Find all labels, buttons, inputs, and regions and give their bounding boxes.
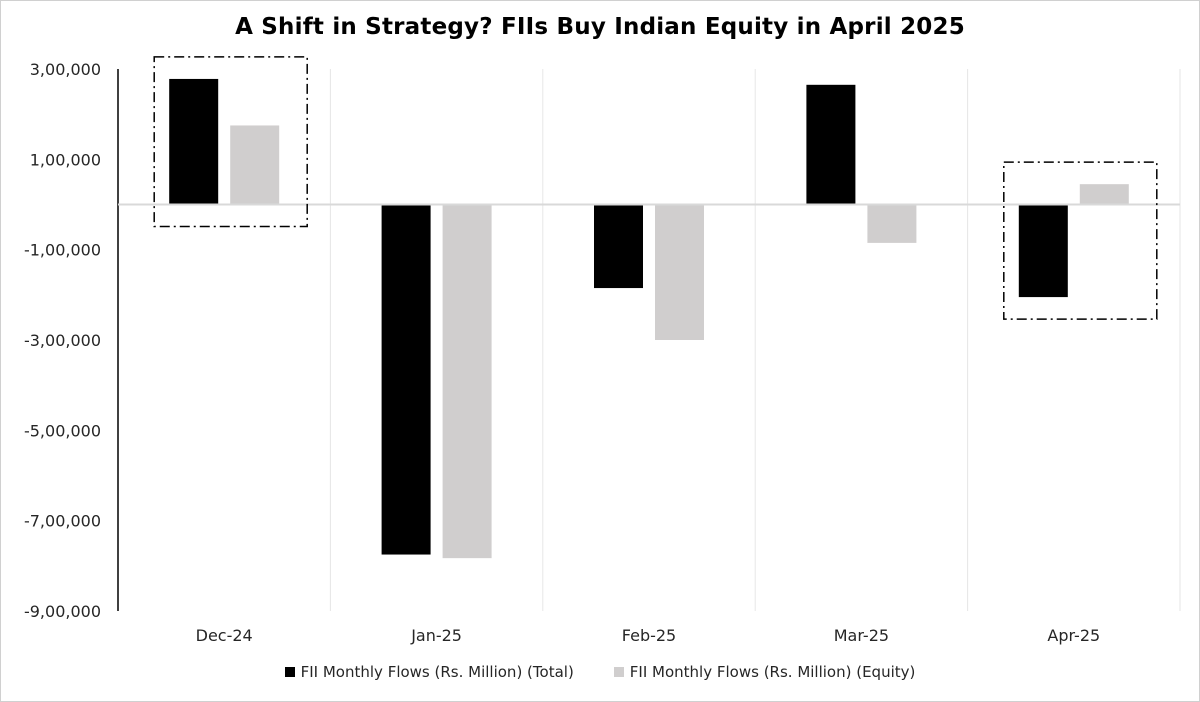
legend-label-equity: FII Monthly Flows (Rs. Million) (Equity) (629, 663, 916, 681)
y-tick-label: -5,00,000 (24, 421, 101, 440)
legend-swatch-total (284, 667, 295, 677)
legend: FII Monthly Flows (Rs. Million) (Total) … (0, 663, 1200, 681)
legend-item-total: FII Monthly Flows (Rs. Million) (Total) (284, 663, 574, 681)
bar-equity-mar-25 (867, 204, 917, 243)
bar-total-dec-24 (169, 78, 219, 205)
y-tick-label: -7,00,000 (24, 512, 101, 531)
bar-total-mar-25 (806, 84, 856, 205)
y-tick-label: -1,00,000 (24, 241, 101, 260)
chart-title: A Shift in Strategy? FIIs Buy Indian Equ… (235, 14, 965, 40)
bar-total-feb-25 (594, 204, 643, 289)
bar-total-jan-25 (381, 204, 431, 555)
x-tick-label: Apr-25 (1047, 626, 1100, 645)
legend-swatch-equity (613, 667, 624, 677)
bar-equity-apr-25 (1079, 184, 1129, 205)
x-tick-label: Jan-25 (410, 626, 462, 645)
y-tick-label: -9,00,000 (24, 602, 101, 621)
y-tick-label: 3,00,000 (30, 60, 101, 79)
bar-equity-jan-25 (442, 204, 492, 559)
highlight-box-apr-25 (1003, 161, 1158, 320)
bar-equity-dec-24 (230, 125, 280, 205)
legend-item-equity: FII Monthly Flows (Rs. Million) (Equity) (613, 663, 916, 681)
x-tick-label: Dec-24 (196, 626, 253, 645)
legend-label-total: FII Monthly Flows (Rs. Million) (Total) (300, 663, 574, 681)
y-tick-label: 1,00,000 (30, 150, 101, 169)
highlight-box-dec-24 (153, 56, 308, 228)
bar-equity-feb-25 (655, 204, 704, 340)
x-tick-label: Feb-25 (622, 626, 676, 645)
y-tick-label: -3,00,000 (24, 331, 101, 350)
x-tick-label: Mar-25 (834, 626, 889, 645)
bar-total-apr-25 (1018, 204, 1068, 298)
